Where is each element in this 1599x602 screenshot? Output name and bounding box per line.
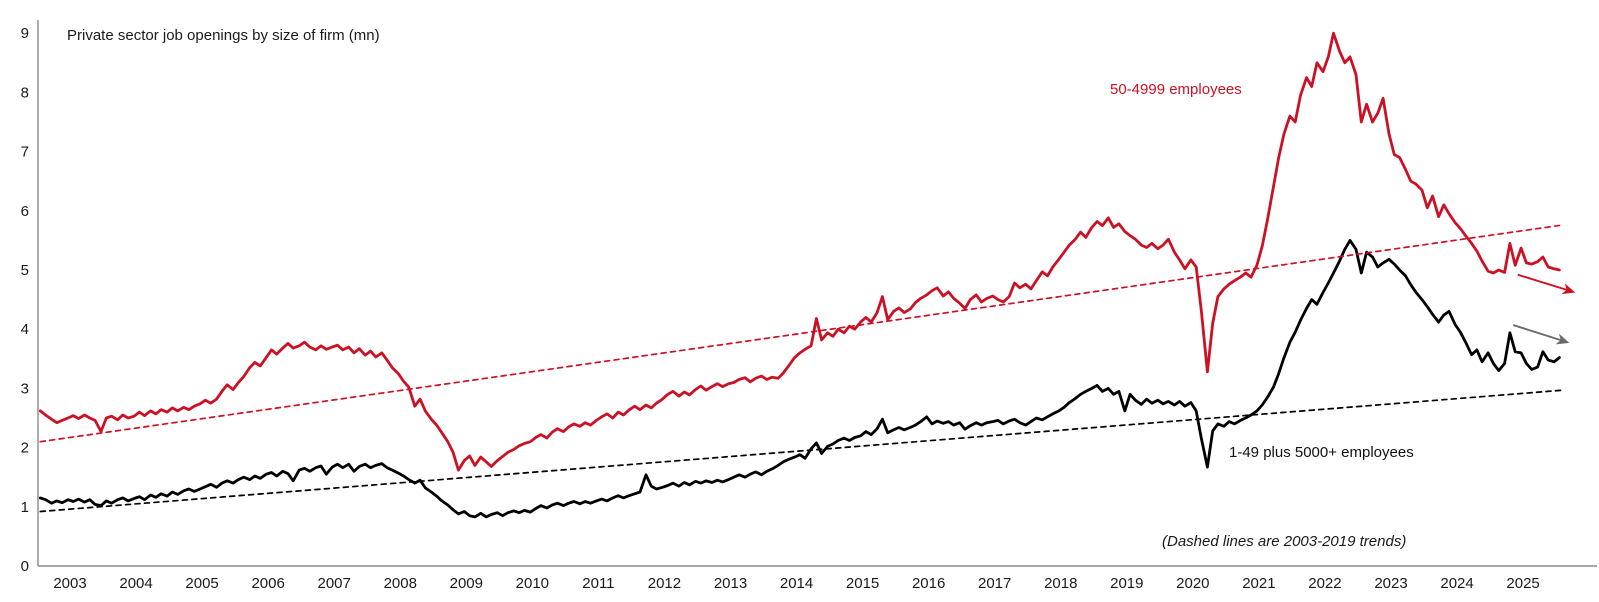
x-axis-tick-label: 2004 xyxy=(119,575,152,592)
x-axis-tick-label: 2014 xyxy=(780,575,813,592)
y-axis-tick-label: 0 xyxy=(21,558,29,575)
y-axis-tick-label: 8 xyxy=(21,84,29,101)
chart-title: Private sector job openings by size of f… xyxy=(67,27,380,44)
y-axis-tick-label: 5 xyxy=(21,262,29,279)
series-line-1-49-5000plus xyxy=(38,239,1561,519)
series-label-50-4999: 50-4999 employees xyxy=(1110,81,1242,98)
series-line-trend-1-49-5000plus xyxy=(39,389,1564,513)
trend-note: (Dashed lines are 2003-2019 trends) xyxy=(1162,533,1407,550)
series-line-50-4999 xyxy=(38,31,1561,472)
y-axis-tick-label: 1 xyxy=(21,499,29,516)
x-axis-tick-label: 2018 xyxy=(1044,575,1077,592)
x-axis-tick-label: 2008 xyxy=(384,575,417,592)
y-axis-tick-label: 7 xyxy=(21,144,29,161)
x-axis-tick-label: 2025 xyxy=(1506,575,1539,592)
x-axis-tick-label: 2013 xyxy=(714,575,747,592)
y-axis-tick-label: 9 xyxy=(21,25,29,42)
y-axis-tick-label: 6 xyxy=(21,203,29,220)
x-axis-tick-label: 2009 xyxy=(450,575,483,592)
x-axis-tick-label: 2016 xyxy=(912,575,945,592)
red-outlook-arrow xyxy=(1517,273,1576,295)
series-label-1-49-5000plus: 1-49 plus 5000+ employees xyxy=(1229,444,1414,461)
x-axis-tick-label: 2024 xyxy=(1440,575,1473,592)
x-axis-tick-label: 2021 xyxy=(1242,575,1275,592)
x-axis-tick-label: 2012 xyxy=(648,575,681,592)
y-axis-tick-label: 3 xyxy=(21,380,29,397)
x-axis-tick-label: 2022 xyxy=(1308,575,1341,592)
y-axis-tick-label: 4 xyxy=(21,321,29,338)
x-axis-tick-label: 2015 xyxy=(846,575,879,592)
series-line-trend-50-4999 xyxy=(39,224,1564,443)
x-axis-tick-label: 2003 xyxy=(53,575,86,592)
x-axis-tick-label: 2023 xyxy=(1374,575,1407,592)
x-axis-tick-label: 2007 xyxy=(318,575,351,592)
x-axis-tick-label: 2005 xyxy=(185,575,218,592)
x-axis-tick-label: 2017 xyxy=(978,575,1011,592)
x-axis-tick-label: 2019 xyxy=(1110,575,1143,592)
gray-outlook-arrow xyxy=(1512,324,1570,345)
x-axis-tick-label: 2010 xyxy=(516,575,549,592)
x-axis-tick-label: 2020 xyxy=(1176,575,1209,592)
y-axis-tick-label: 2 xyxy=(21,440,29,457)
x-axis-tick-label: 2006 xyxy=(251,575,284,592)
x-axis-tick-label: 2011 xyxy=(582,575,614,592)
